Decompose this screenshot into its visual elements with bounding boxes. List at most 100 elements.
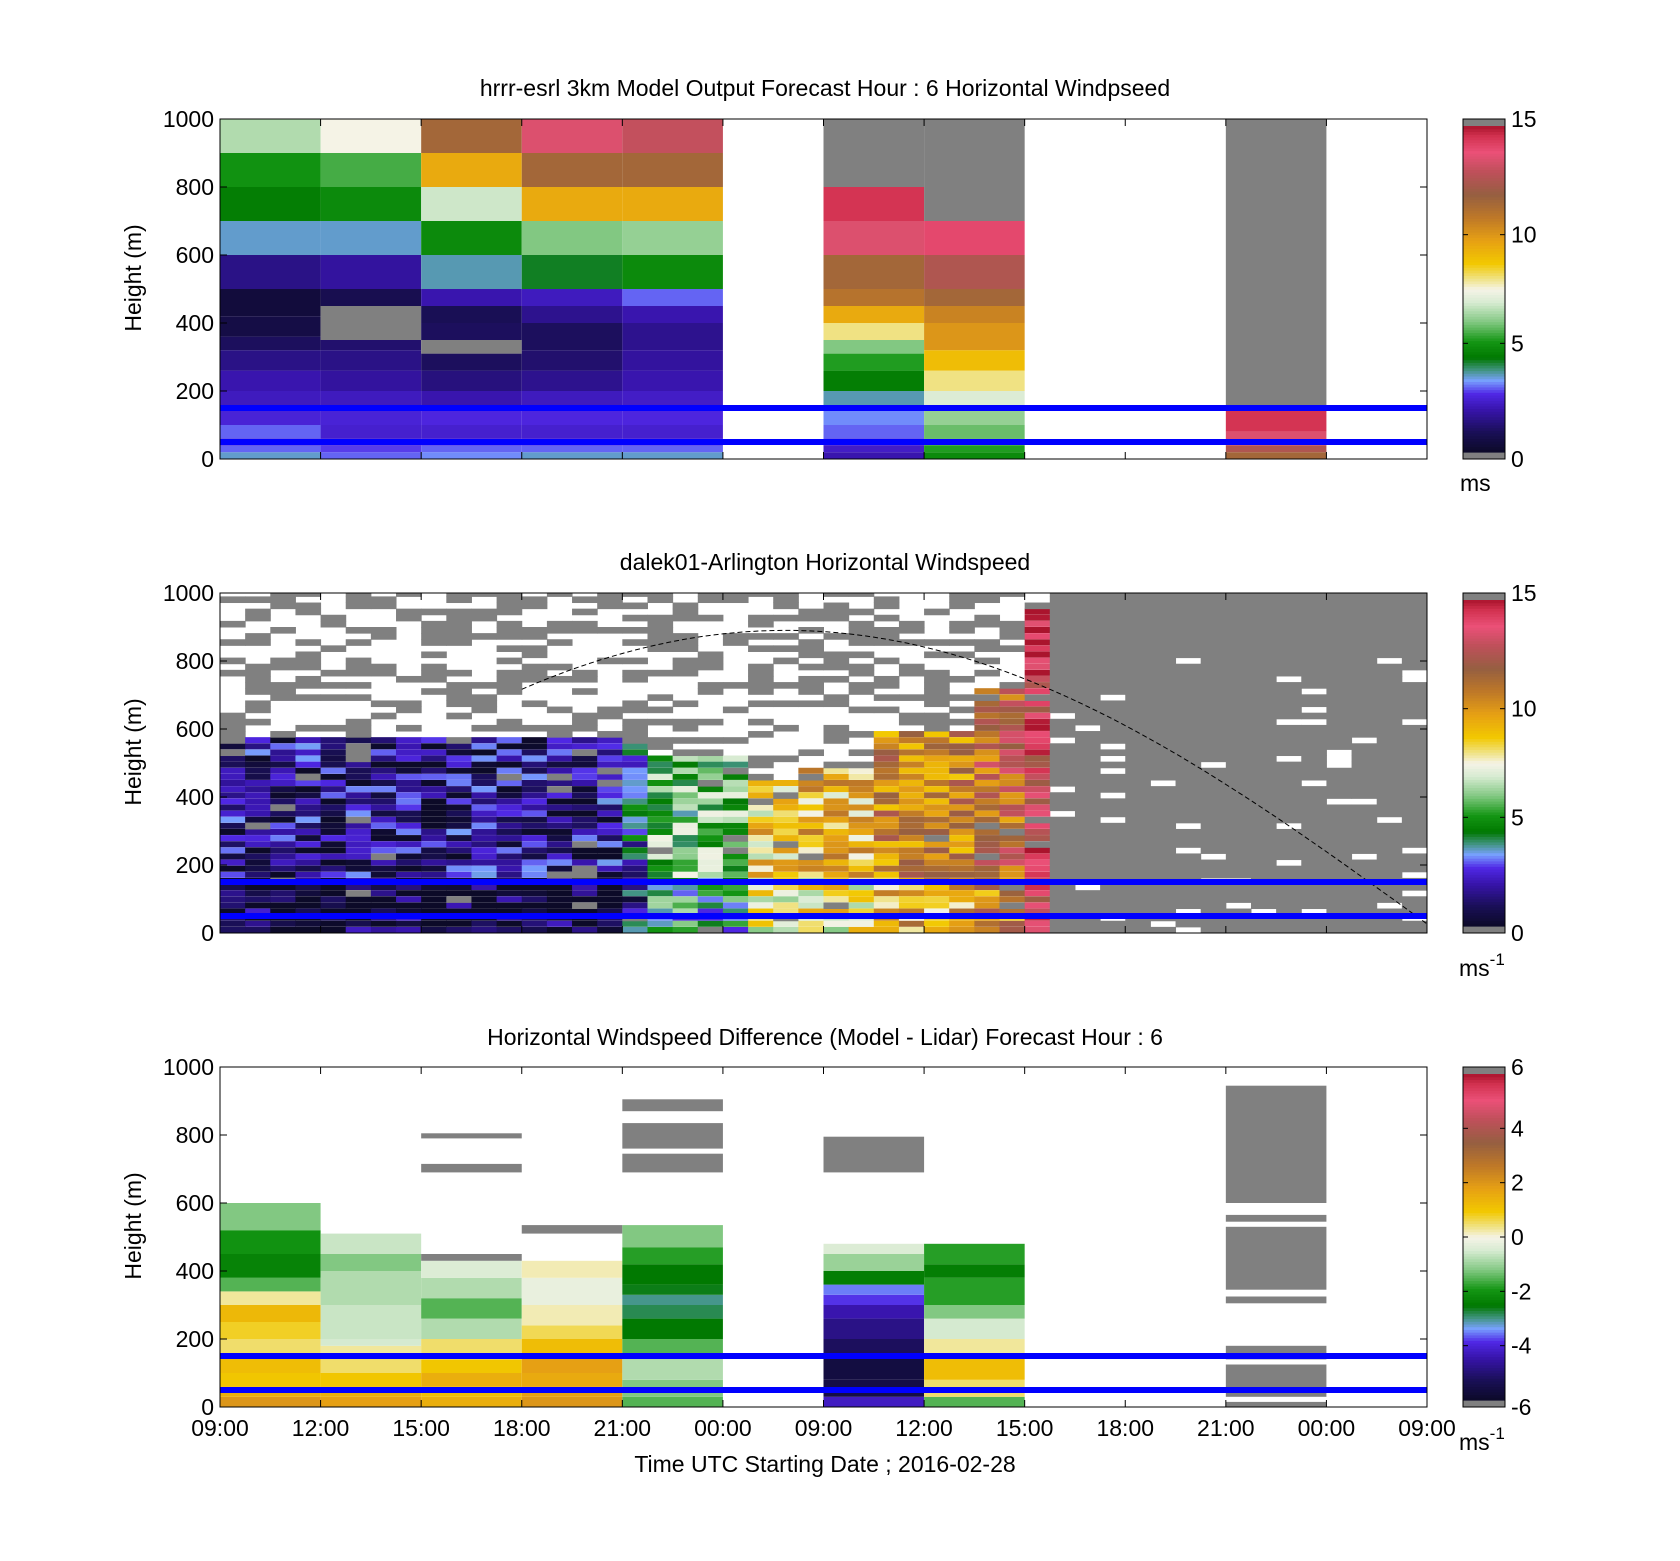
heatmap-cell: [924, 1243, 1025, 1265]
colorbar-segment: [1463, 1340, 1505, 1344]
lidar-cell: [1276, 608, 1302, 616]
lidar-cell: [848, 731, 875, 738]
lidar-cell: [471, 871, 498, 878]
lidar-cell: [1376, 810, 1403, 818]
lidar-cell: [898, 908, 925, 915]
lidar-cell: [1301, 724, 1327, 732]
lidar-cell: [421, 627, 447, 634]
lidar-cell: [446, 633, 472, 640]
lidar-cell: [421, 896, 447, 903]
colorbar-segment: [1463, 400, 1505, 404]
lidar-cell: [697, 896, 724, 903]
lidar-cell: [1225, 853, 1252, 861]
lidar-cell: [823, 602, 850, 610]
colorbar-segment: [1463, 1348, 1505, 1352]
lidar-cell: [873, 614, 900, 622]
lidar-cell: [1351, 633, 1378, 640]
lidar-cell: [622, 731, 648, 738]
lidar-cell: [245, 841, 271, 848]
heatmap-cell: [823, 1339, 925, 1356]
lidar-cell: [1049, 620, 1076, 628]
lidar-cell: [421, 926, 447, 933]
lidar-cell: [270, 773, 296, 780]
lidar-cell: [597, 755, 623, 762]
lidar-cell: [572, 737, 598, 744]
lidar-cell: [572, 669, 598, 677]
lidar-cell: [320, 926, 347, 933]
lidar-cell: [295, 682, 322, 689]
lidar-cell: [1351, 816, 1378, 824]
colorbar-segment: [1463, 898, 1505, 903]
lidar-cell: [1100, 835, 1126, 842]
heatmap-cell: [220, 1322, 321, 1339]
heatmap-cell: [622, 445, 723, 453]
lidar-cell: [1401, 810, 1428, 818]
lidar-cell: [898, 731, 925, 738]
lidar-cell: [1049, 822, 1076, 830]
lidar-cell: [1326, 614, 1353, 622]
lidar-cell: [1351, 822, 1378, 830]
colorbar-segment: [1463, 765, 1505, 770]
colorbar-segment: [1463, 321, 1505, 325]
lidar-cell: [1200, 651, 1227, 659]
lidar-cell: [1225, 755, 1252, 763]
lidar-cell: [1024, 773, 1051, 780]
y-tick-label: 0: [201, 446, 214, 472]
colorbar-segment: [1463, 844, 1505, 848]
lidar-cell: [848, 810, 875, 817]
lidar-cell: [496, 669, 523, 677]
lidar-cell: [295, 816, 322, 823]
lidar-cell: [1351, 859, 1378, 867]
lidar-cell: [295, 657, 322, 665]
colorbar-segment: [1463, 1166, 1505, 1170]
lidar-cell: [1125, 737, 1151, 744]
lidar-cell: [572, 749, 598, 757]
lidar-cell: [748, 761, 774, 769]
lidar-cell: [1351, 718, 1378, 726]
colorbar-segment: [1463, 335, 1505, 339]
lidar-cell: [1150, 859, 1177, 867]
colorbar-segment: [1463, 1220, 1505, 1225]
colorbar-segment: [1463, 1190, 1505, 1195]
lidar-cell: [999, 792, 1026, 799]
heatmap-cell: [823, 353, 925, 371]
lidar-cell: [471, 822, 498, 829]
lidar-cell: [496, 884, 523, 891]
lidar-cell: [1100, 651, 1126, 659]
lidar-cell: [622, 700, 648, 708]
lidar-cell: [1125, 884, 1151, 891]
lidar-cell: [1276, 804, 1302, 812]
lidar-cell: [898, 639, 925, 646]
lidar-cell: [848, 761, 875, 769]
lidar-cell: [1401, 737, 1428, 744]
lidar-cell: [1250, 792, 1277, 799]
colorbar-segment: [1463, 624, 1505, 628]
lidar-cell: [446, 810, 472, 817]
heatmap-cell: [521, 350, 623, 371]
lidar-cell: [1326, 737, 1353, 744]
colorbar-segment: [1463, 259, 1505, 263]
lidar-cell: [471, 841, 498, 848]
lidar-cell: [1175, 645, 1202, 652]
colorbar-segment: [1463, 394, 1505, 399]
heatmap-cell: [521, 221, 623, 255]
colorbar-segment: [1463, 700, 1505, 704]
lidar-cell: [748, 841, 774, 848]
lidar-cell: [220, 620, 246, 628]
lidar-cell: [999, 767, 1026, 774]
lidar-cell: [1074, 822, 1101, 830]
lidar-cell: [672, 737, 699, 744]
lidar-cell: [722, 920, 749, 927]
heatmap-cell: [521, 1277, 623, 1305]
lidar-cell: [823, 865, 850, 872]
lidar-cell: [1150, 767, 1177, 775]
lidar-cell: [1049, 767, 1076, 775]
lidar-cell: [446, 890, 472, 897]
lidar-cell: [370, 835, 397, 842]
lidar-cell: [320, 786, 347, 793]
lidar-cell: [1225, 767, 1252, 775]
lidar-cell: [1276, 786, 1302, 793]
lidar-cell: [798, 816, 824, 823]
lidar-cell: [999, 627, 1026, 634]
lidar-cell: [546, 828, 573, 835]
